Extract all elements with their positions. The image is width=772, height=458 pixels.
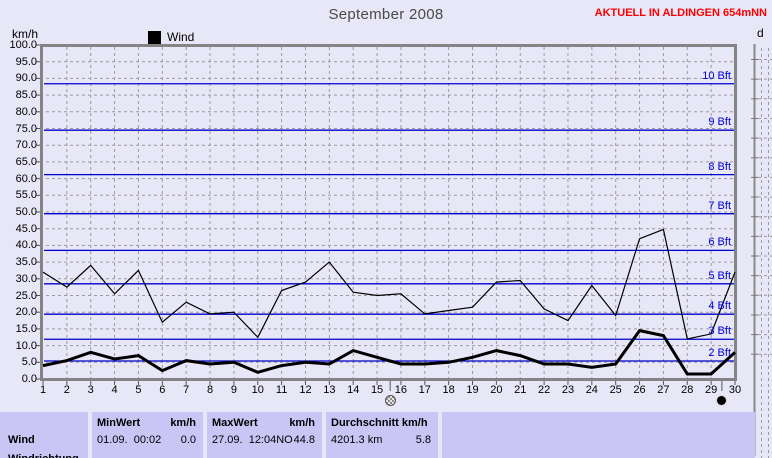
minwert-datetime: 01.09. 00:02	[97, 434, 162, 446]
maxwert-header: MaxWert	[212, 417, 258, 429]
y-tick-label: 0.0	[21, 373, 37, 385]
maxwert-value: 44.8	[293, 434, 315, 446]
stats-cell-maxwert: MaxWert km/h 27.09. 12:04NO 44.8	[207, 412, 322, 458]
beaufort-label: 5 Bft	[708, 269, 731, 282]
x-tick-label: 6	[159, 384, 166, 396]
plot-border	[40, 44, 737, 381]
beaufort-label: 2 Bft	[708, 346, 731, 359]
y-tick-label: 85.0	[15, 89, 37, 102]
x-tick-label: 27	[657, 384, 670, 396]
y-tick-label: 10.0	[15, 339, 37, 352]
y-tick-label: 15.0	[15, 322, 37, 335]
x-tick-label: 23	[561, 384, 575, 396]
direction-panel-axis-label: d	[757, 26, 764, 40]
full-moon-icon	[384, 395, 396, 406]
x-tick-label: 15	[370, 384, 384, 396]
x-tick-label: 29	[705, 384, 718, 396]
beaufort-label: 10 Bft	[702, 69, 731, 82]
x-tick-label: 20	[490, 384, 503, 396]
stats-cell-empty	[442, 412, 755, 458]
x-tick-label: 7	[183, 384, 190, 396]
beaufort-label: 7 Bft	[708, 199, 731, 212]
y-tick-label: 20.0	[15, 306, 37, 319]
y-tick-label: 30.0	[15, 272, 37, 285]
x-tick-label: 5	[135, 384, 142, 396]
x-tick-label: 17	[418, 384, 431, 396]
y-axis-unit-label: km/h	[12, 27, 39, 41]
legend-swatch-icon	[148, 30, 161, 44]
y-tick-label: 55.0	[15, 189, 37, 202]
x-tick-label: 3	[87, 384, 94, 396]
durchschnitt-value: 5.8	[415, 434, 431, 446]
x-tick-label: 30	[728, 384, 742, 396]
x-tick-label: 8	[206, 384, 214, 396]
legend-label: Wind	[167, 30, 195, 44]
y-tick-label: 35.0	[15, 256, 37, 269]
x-tick-label: 12	[299, 384, 312, 396]
x-tick-label: 28	[681, 384, 694, 396]
sensor-name2-clipped-label: Windrichtung	[8, 453, 79, 458]
y-tick-label: 95.0	[15, 55, 37, 68]
x-tick-label: 11	[275, 384, 288, 396]
x-tick-label: 14	[347, 384, 360, 396]
y-tick-label: 65.0	[15, 155, 37, 168]
minwert-unit: km/h	[170, 417, 196, 429]
maxwert-unit: km/h	[289, 417, 315, 429]
page-title: September 2008	[328, 6, 444, 23]
windrun-value: 4201.3 km	[331, 434, 383, 446]
beaufort-label: 3 Bft	[708, 325, 731, 338]
y-tick-label: 5.0	[21, 356, 37, 369]
beaufort-label: 4 Bft	[708, 300, 731, 313]
beaufort-label: 6 Bft	[708, 236, 731, 249]
new-moon-icon	[716, 395, 728, 406]
x-tick-label: 10	[251, 384, 264, 396]
y-tick-label: 90.0	[15, 72, 37, 85]
x-tick-label: 16	[394, 384, 408, 396]
y-tick-label: 100.0	[9, 39, 37, 51]
y-tick-label: 45.0	[15, 222, 37, 235]
x-tick-label: 1	[39, 384, 47, 396]
x-tick-label: 4	[111, 384, 118, 396]
sensor-name-label: Wind	[8, 434, 35, 446]
y-tick-label: 75.0	[15, 122, 37, 135]
stats-cell-sensor: Wind Windrichtung	[0, 412, 88, 458]
maxwert-datetime-direction: 27.09. 12:04NO	[212, 434, 293, 446]
series-thick	[42, 328, 737, 376]
y-tick-label: 80.0	[15, 105, 37, 118]
minwert-header: MinWert	[97, 417, 141, 429]
x-tick-label: 21	[514, 384, 527, 396]
x-tick-label: 18	[442, 384, 455, 396]
y-tick-label: 70.0	[15, 139, 37, 152]
y-tick-label: 60.0	[15, 172, 37, 185]
beaufort-label: 9 Bft	[708, 116, 731, 129]
beaufort-label: 8 Bft	[708, 160, 731, 173]
x-tick-label: 13	[323, 384, 336, 396]
stats-cell-minwert: MinWert km/h 01.09. 00:02 0.0	[92, 412, 203, 458]
y-tick-label: 25.0	[15, 289, 37, 302]
x-tick-label: 19	[466, 384, 479, 396]
minwert-value: 0.0	[180, 434, 196, 446]
x-tick-label: 24	[585, 384, 598, 396]
legend: Wind	[148, 30, 194, 44]
durchschnitt-header: Durchschnitt km/h	[331, 417, 428, 429]
x-tick-label: 26	[633, 384, 646, 396]
y-tick-label: 50.0	[15, 206, 37, 218]
x-tick-label: 25	[609, 384, 622, 396]
x-tick-label: 2	[63, 384, 70, 396]
y-tick-label: 40.0	[15, 239, 37, 252]
station-alert-text: AKTUELL IN ALDINGEN 654mNN	[594, 7, 767, 19]
series-thin	[42, 228, 736, 340]
x-tick-label: 22	[537, 384, 551, 396]
x-tick-label: 9	[230, 384, 237, 396]
stats-cell-durchschnitt: Durchschnitt km/h 4201.3 km 5.8	[326, 412, 438, 458]
